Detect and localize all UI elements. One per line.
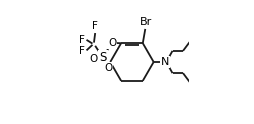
Text: Br: Br bbox=[140, 17, 152, 27]
Text: N: N bbox=[161, 57, 169, 67]
Text: O: O bbox=[108, 38, 116, 48]
Text: S: S bbox=[99, 51, 107, 64]
Text: F: F bbox=[79, 46, 85, 56]
Text: F: F bbox=[92, 21, 98, 31]
Text: F: F bbox=[79, 35, 85, 45]
Text: O: O bbox=[104, 63, 112, 73]
Text: O: O bbox=[89, 54, 98, 64]
